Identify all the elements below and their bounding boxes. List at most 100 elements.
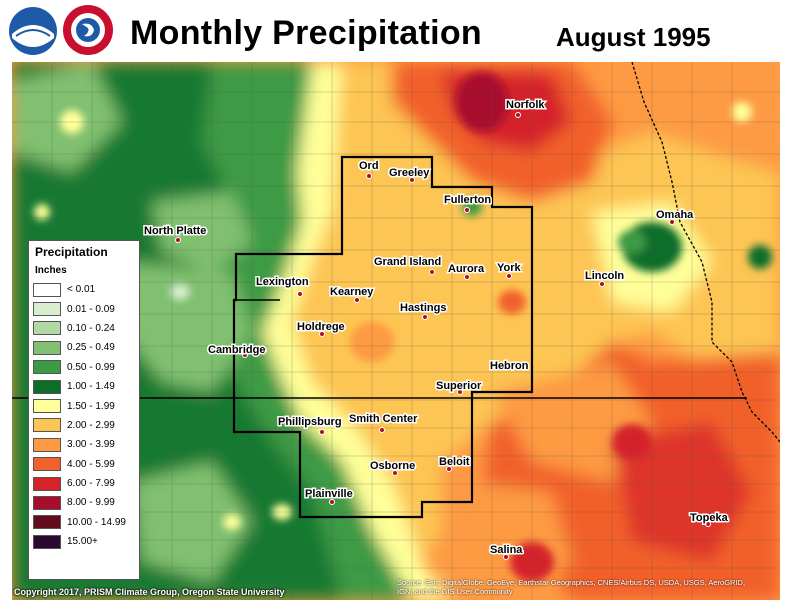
- legend-item: 8.00 - 9.99: [33, 493, 135, 512]
- legend-item: 0.50 - 0.99: [33, 358, 135, 377]
- svg-text:Ord: Ord: [359, 160, 379, 172]
- source-attribution: Source: Esri, DigitalGlobe, GeoEye, Eart…: [397, 578, 777, 596]
- city-cambridge[interactable]: Cambridge: [207, 343, 267, 358]
- city-grand-island[interactable]: Grand Island: [373, 255, 443, 275]
- city-hebron[interactable]: Hebron: [489, 359, 531, 374]
- city-topeka[interactable]: Topeka: [689, 511, 730, 527]
- legend-rows: < 0.01 0.01 - 0.09 0.10 - 0.24 0.25 - 0.49 0…: [33, 280, 135, 551]
- legend-swatch: [33, 360, 61, 375]
- legend-swatch: [33, 399, 61, 414]
- legend-label: 0.10 - 0.24: [67, 322, 115, 334]
- legend-item: 6.00 - 7.99: [33, 474, 135, 493]
- city-lexington[interactable]: Lexington: [255, 275, 310, 297]
- legend-swatch: [33, 282, 61, 297]
- legend-label: 1.50 - 1.99: [67, 400, 115, 412]
- legend-title: Precipitation: [35, 245, 108, 259]
- legend-swatch: [33, 515, 61, 530]
- city-ord[interactable]: Ord: [358, 159, 380, 179]
- legend-label: 2.00 - 2.99: [67, 419, 115, 431]
- legend-item: 0.10 - 0.24: [33, 319, 135, 338]
- legend-swatch: [33, 340, 61, 355]
- legend-swatch: [33, 457, 61, 472]
- legend-item: 10.00 - 14.99: [33, 513, 135, 532]
- svg-text:Fullerton: Fullerton: [444, 194, 491, 206]
- nws-logo: [63, 5, 113, 55]
- city-greeley[interactable]: Greeley: [388, 166, 432, 183]
- legend-units: Inches: [35, 265, 67, 276]
- svg-text:Kearney: Kearney: [330, 286, 374, 298]
- svg-text:Omaha: Omaha: [656, 209, 694, 221]
- svg-text:Salina: Salina: [490, 544, 523, 556]
- svg-text:Greeley: Greeley: [389, 167, 430, 179]
- city-smith-center[interactable]: Smith Center: [348, 412, 420, 433]
- legend-label: 3.00 - 3.99: [67, 439, 115, 451]
- legend-label: 8.00 - 9.99: [67, 497, 115, 509]
- city-aurora[interactable]: Aurora: [447, 262, 486, 280]
- city-holdrege[interactable]: Holdrege: [296, 320, 346, 337]
- svg-text:York: York: [497, 262, 522, 274]
- precip-spots: [34, 72, 772, 582]
- header: Monthly Precipitation August 1995: [0, 0, 792, 62]
- page-title: Monthly Precipitation: [130, 14, 482, 52]
- legend-label: 0.25 - 0.49: [67, 342, 115, 354]
- city-norfolk[interactable]: Norfolk: [505, 98, 547, 118]
- noaa-logo: [9, 7, 57, 55]
- svg-text:Lincoln: Lincoln: [585, 270, 624, 282]
- city-osborne[interactable]: Osborne: [369, 459, 417, 476]
- legend-label: 0.01 - 0.09: [67, 303, 115, 315]
- city-kearney[interactable]: Kearney: [329, 285, 376, 303]
- city-north-platte[interactable]: North Platte: [143, 224, 208, 243]
- city-phillipsburg[interactable]: Phillipsburg: [277, 415, 343, 435]
- svg-text:Grand Island: Grand Island: [374, 256, 441, 268]
- legend-swatch: [33, 495, 61, 510]
- legend-label: 1.00 - 1.49: [67, 381, 115, 393]
- city-hastings[interactable]: Hastings: [399, 301, 448, 320]
- legend-item: 3.00 - 3.99: [33, 435, 135, 454]
- svg-text:Lexington: Lexington: [256, 276, 309, 288]
- legend-item: 0.01 - 0.09: [33, 299, 135, 318]
- legend-label: 10.00 - 14.99: [67, 516, 126, 528]
- legend-swatch: [33, 476, 61, 491]
- svg-text:Superior: Superior: [436, 380, 482, 392]
- svg-text:Cambridge: Cambridge: [208, 344, 265, 356]
- legend-swatch: [33, 418, 61, 433]
- source-line-2: IGN, and the GIS User Community: [397, 587, 513, 596]
- city-york[interactable]: York: [496, 261, 523, 279]
- river-border: [631, 62, 780, 443]
- legend-label: 4.00 - 5.99: [67, 458, 115, 470]
- city-beloit[interactable]: Beloit: [438, 455, 471, 472]
- page-subtitle: August 1995: [556, 22, 711, 52]
- svg-text:Norfolk: Norfolk: [506, 99, 545, 111]
- city-fullerton[interactable]: Fullerton: [443, 193, 493, 213]
- svg-text:Osborne: Osborne: [370, 460, 415, 472]
- legend-item: < 0.01: [33, 280, 135, 299]
- svg-text:Aurora: Aurora: [448, 263, 485, 275]
- legend-swatch: [33, 437, 61, 452]
- svg-text:Plainville: Plainville: [305, 488, 353, 500]
- legend-label: 15.00+: [67, 536, 98, 548]
- legend-item: 1.00 - 1.49: [33, 377, 135, 396]
- svg-text:Beloit: Beloit: [439, 456, 470, 468]
- legend-label: 6.00 - 7.99: [67, 478, 115, 490]
- svg-text:North Platte: North Platte: [144, 225, 206, 237]
- legend-swatch: [33, 302, 61, 317]
- city-lincoln[interactable]: Lincoln: [584, 269, 626, 287]
- svg-text:Phillipsburg: Phillipsburg: [278, 416, 342, 428]
- svg-text:Hastings: Hastings: [400, 302, 446, 314]
- legend: Precipitation Inches < 0.01 0.01 - 0.09 0.…: [28, 240, 140, 580]
- city-plainville[interactable]: Plainville: [304, 487, 354, 505]
- city-superior[interactable]: Superior: [435, 379, 483, 395]
- copyright-text: Copyright 2017, PRISM Climate Group, Ore…: [14, 587, 285, 597]
- legend-swatch: [33, 379, 61, 394]
- city-salina[interactable]: Salina: [489, 543, 525, 560]
- legend-swatch: [33, 534, 61, 549]
- source-line-1: Source: Esri, DigitalGlobe, GeoEye, Eart…: [397, 578, 746, 587]
- legend-swatch: [33, 321, 61, 336]
- legend-label: < 0.01: [67, 284, 96, 296]
- city-omaha[interactable]: Omaha: [655, 208, 696, 225]
- legend-item: 4.00 - 5.99: [33, 455, 135, 474]
- legend-item: 1.50 - 1.99: [33, 396, 135, 415]
- legend-item: 2.00 - 2.99: [33, 416, 135, 435]
- svg-text:Holdrege: Holdrege: [297, 321, 345, 333]
- legend-item: 15.00+: [33, 532, 135, 551]
